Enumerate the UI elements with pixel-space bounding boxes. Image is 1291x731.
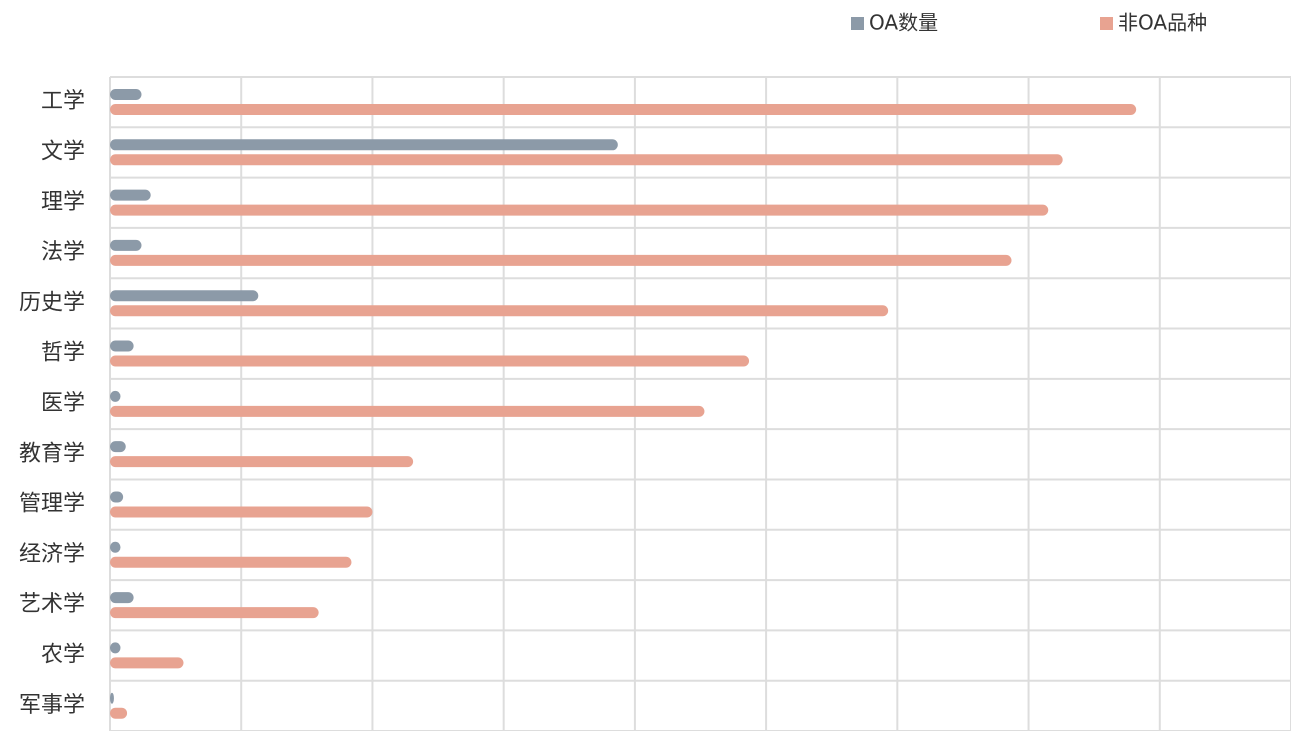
category-label: 哲学 (41, 341, 85, 366)
bar (110, 254, 1012, 266)
bar (110, 405, 705, 417)
category-label: 艺术学 (19, 592, 85, 617)
category-label: 理学 (41, 190, 85, 215)
bar (110, 139, 618, 151)
bar (110, 607, 319, 619)
bar (110, 456, 414, 468)
bar (110, 692, 114, 704)
bar (110, 89, 142, 100)
bar (110, 290, 259, 302)
bar (110, 556, 352, 568)
category-label: 医学 (41, 391, 85, 416)
category-label: 管理学 (19, 492, 85, 517)
bar (110, 642, 121, 654)
category-label: 文学 (41, 139, 85, 164)
bar (110, 340, 134, 352)
bar (110, 204, 1049, 216)
legend-swatch (1100, 17, 1113, 30)
bar (110, 491, 124, 503)
bar (110, 707, 128, 719)
bar (110, 541, 121, 553)
category-label: 教育学 (19, 441, 85, 466)
category-label: 工学 (41, 89, 85, 114)
category-label: 军事学 (19, 693, 85, 718)
bar (110, 189, 151, 201)
bar (110, 441, 126, 453)
bar (110, 239, 142, 251)
category-label: 经济学 (19, 542, 85, 567)
bar (110, 305, 889, 317)
bar (110, 506, 373, 518)
bar (110, 104, 1137, 115)
bar (110, 355, 750, 367)
bar (110, 154, 1063, 166)
legend-label: OA数量 (869, 11, 938, 35)
legend-label: 非OA品种 (1118, 11, 1207, 35)
legend-swatch (851, 17, 864, 30)
category-label: 历史学 (19, 290, 85, 315)
category-label: 农学 (41, 643, 85, 668)
category-label: 法学 (41, 240, 85, 265)
bar (110, 390, 121, 402)
bar (110, 592, 134, 604)
bar (110, 657, 184, 669)
